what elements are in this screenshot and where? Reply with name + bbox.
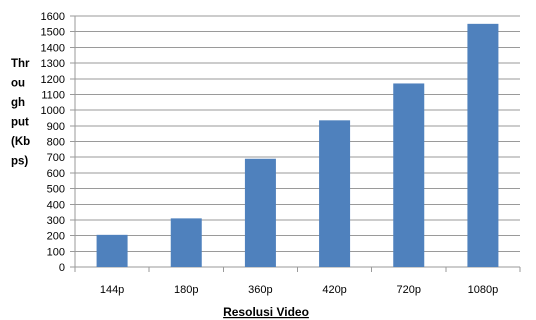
x-tick-label: 360p xyxy=(248,284,272,296)
bar-360p xyxy=(244,158,276,267)
y-tick-label: 0 xyxy=(59,262,65,274)
x-tick-label: 180p xyxy=(174,284,198,296)
bar-144p xyxy=(96,234,128,267)
y-tick-label: 1600 xyxy=(41,11,65,23)
y-tick-label: 200 xyxy=(47,231,65,243)
x-axis-label: Resolusi Video xyxy=(223,305,309,319)
y-tick-label: 1000 xyxy=(41,105,65,117)
y-tick-label: 800 xyxy=(47,137,65,149)
bar-420p xyxy=(319,120,351,268)
bar-1080p xyxy=(467,23,499,267)
y-axis-label-line: (Kb xyxy=(11,136,30,148)
y-tick-label: 1300 xyxy=(41,58,65,70)
y-tick-label: 700 xyxy=(47,152,65,164)
y-tick-labels: 0 100 200 300 400 500 600 700 800 900 1000 1100 1200… xyxy=(41,11,65,274)
x-tick-labels: 144p 180p 360p 420p 720p 1080p xyxy=(100,284,498,296)
bars xyxy=(96,23,499,268)
y-tick-label: 100 xyxy=(47,246,65,258)
y-tick-label: 1200 xyxy=(41,74,65,86)
y-tick-label: 500 xyxy=(47,184,65,196)
y-axis-label-line: Thr xyxy=(11,58,30,70)
y-tick-label: 1400 xyxy=(41,42,65,54)
x-tick-label: 1080p xyxy=(468,284,499,296)
x-tick-label: 420p xyxy=(322,284,346,296)
y-axis-label: Thr ou gh put (Kb ps) xyxy=(11,58,30,168)
bar-180p xyxy=(170,218,202,267)
y-tick-label: 1100 xyxy=(41,89,65,101)
y-axis-label-line: gh xyxy=(11,97,25,109)
y-tick-label: 400 xyxy=(47,199,65,211)
bar-720p xyxy=(393,83,425,267)
x-tick-label: 720p xyxy=(397,284,421,296)
y-axis-label-line: put xyxy=(11,117,29,129)
gridlines xyxy=(70,15,521,272)
y-tick-label: 900 xyxy=(47,121,65,133)
x-tick-label: 144p xyxy=(100,284,124,296)
y-tick-label: 300 xyxy=(47,215,65,227)
y-tick-label: 1500 xyxy=(41,27,65,39)
y-tick-label: 600 xyxy=(47,168,65,180)
y-axis-label-line: ou xyxy=(11,78,25,90)
y-axis-label-line: ps) xyxy=(11,156,28,168)
